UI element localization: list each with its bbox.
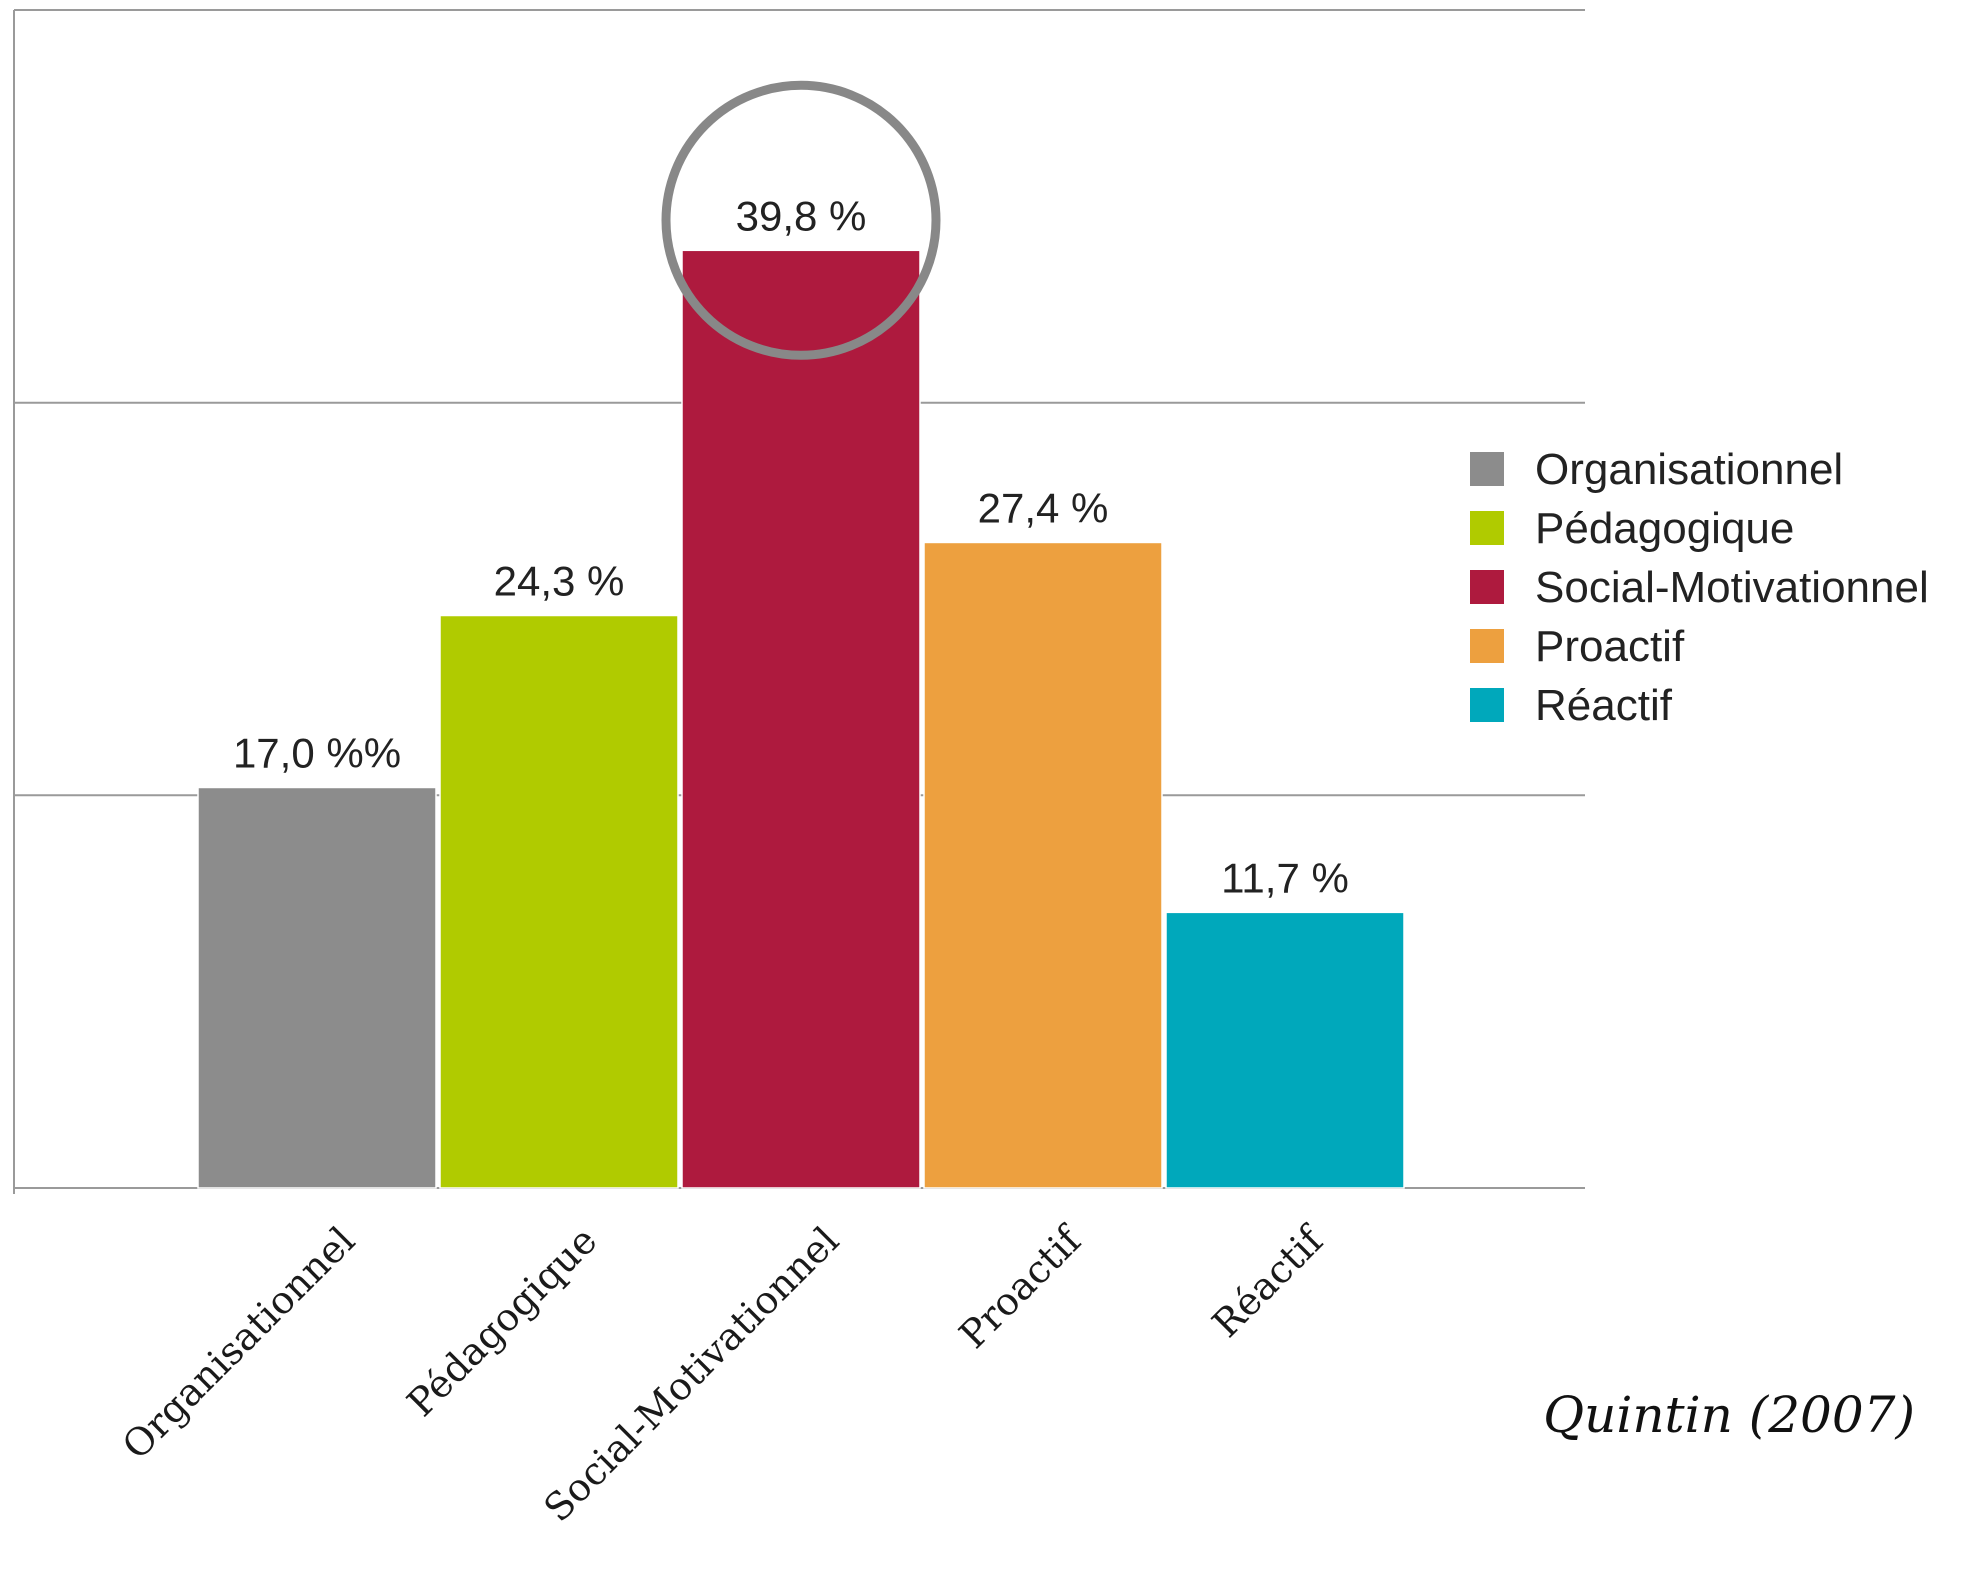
legend: Organisationnel Pédagogique Social-Motivat…: [1470, 445, 1929, 730]
data-labels: 17,0 %% 24,3 % 39,8 % 27,4 % 11,7 %: [233, 192, 1349, 901]
legend-swatch-organisationnel: [1470, 452, 1504, 486]
data-label-reactif: 11,7 %: [1221, 854, 1349, 901]
legend-swatch-pedagogique: [1470, 511, 1504, 545]
tick-label-organisationnel: Organisationnel: [114, 1218, 364, 1468]
data-label-organisationnel: 17,0 %%: [233, 729, 401, 776]
data-label-social-motivationnel: 39,8 %: [736, 192, 867, 239]
legend-label-pedagogique: Pédagogique: [1535, 504, 1794, 553]
category-tick-labels: Organisationnel PédagogiqueSocial-Motivat…: [114, 1216, 1334, 1530]
legend-label-organisationnel: Organisationnel: [1535, 445, 1843, 494]
legend-swatch-proactif: [1470, 629, 1504, 663]
bar-reactif: [1165, 911, 1405, 1189]
legend-swatch-reactif: [1470, 688, 1504, 722]
data-label-proactif: 27,4 %: [978, 484, 1109, 531]
legend-label-proactif: Proactif: [1535, 622, 1685, 671]
tick-label-pedagogique: Pédagogique: [399, 1218, 606, 1425]
legend-swatch-social-motivationnel: [1470, 570, 1504, 604]
tick-label-proactif: Proactif: [951, 1216, 1092, 1357]
bar-pedagogique: [439, 614, 679, 1189]
bar-social-motivationnel: [681, 249, 921, 1189]
source-citation: Quintin (2007): [1543, 1386, 1915, 1444]
bar-organisationnel: [197, 786, 437, 1189]
tick-label-reactif: Réactif: [1204, 1216, 1334, 1346]
data-label-pedagogique: 24,3 %: [494, 557, 625, 604]
bar-proactif: [923, 541, 1163, 1189]
highlight-circle: [661, 80, 941, 360]
legend-label-reactif: Réactif: [1535, 681, 1673, 730]
legend-label-social-motivationnel: Social-Motivationnel: [1535, 563, 1929, 612]
bars: [197, 80, 1405, 1189]
